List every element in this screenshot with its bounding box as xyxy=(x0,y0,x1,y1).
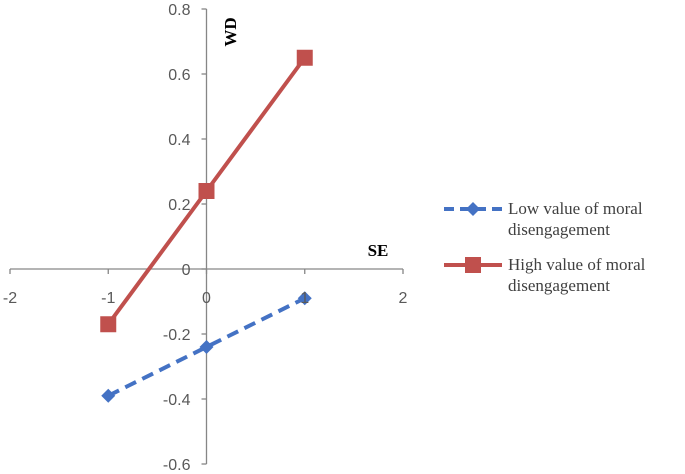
x-tick-label: -2 xyxy=(3,290,17,307)
y-tick-label: 0.4 xyxy=(168,132,190,149)
tick-layer: -2 -1 0 1 2 -0.6 -0.4 -0.2 0 0.2 0.4 0.6 0.8 xyxy=(3,2,408,474)
series-layer xyxy=(100,49,313,403)
legend: Low value of moral disengagement High va… xyxy=(442,198,682,310)
x-tick-label: 2 xyxy=(399,290,408,307)
legend-label-high: High value of moral disengagement xyxy=(508,254,645,296)
legend-item-low: Low value of moral disengagement xyxy=(442,198,682,240)
series-line-low xyxy=(107,296,306,398)
x-tick-label: 1 xyxy=(300,290,309,307)
data-point-high xyxy=(100,316,117,333)
y-tick-label: -0.4 xyxy=(163,392,191,409)
y-tick-label: -0.2 xyxy=(163,327,191,344)
y-tick-label: 0 xyxy=(182,262,191,279)
legend-label-low-line-2: disengagement xyxy=(508,220,610,239)
data-point-low xyxy=(101,388,116,403)
x-axis-title: SE xyxy=(368,241,389,260)
legend-label-low-line-1: Low value of moral xyxy=(508,199,643,218)
data-point-high xyxy=(198,183,215,199)
y-tick-label: 0.6 xyxy=(168,67,190,84)
legend-swatch-low xyxy=(444,202,502,216)
y-tick-label: -0.6 xyxy=(163,457,191,474)
x-tick-label: 0 xyxy=(202,290,211,307)
y-tick-label: 0.8 xyxy=(168,2,190,19)
data-point-high xyxy=(296,49,313,66)
data-point-low xyxy=(297,291,312,306)
x-tick-label: -1 xyxy=(101,290,115,307)
legend-label-high-line-1: High value of moral xyxy=(508,255,646,274)
data-point-low xyxy=(199,340,214,354)
y-tick-label: 0.2 xyxy=(168,197,190,214)
y-axis-title: WD xyxy=(221,17,240,46)
legend-item-high: High value of moral disengagement xyxy=(442,254,682,296)
legend-swatch-high xyxy=(444,257,502,273)
axes xyxy=(9,8,404,465)
legend-label-low: Low value of moral disengagement xyxy=(508,198,643,240)
legend-label-high-line-2: disengagement xyxy=(508,276,610,295)
